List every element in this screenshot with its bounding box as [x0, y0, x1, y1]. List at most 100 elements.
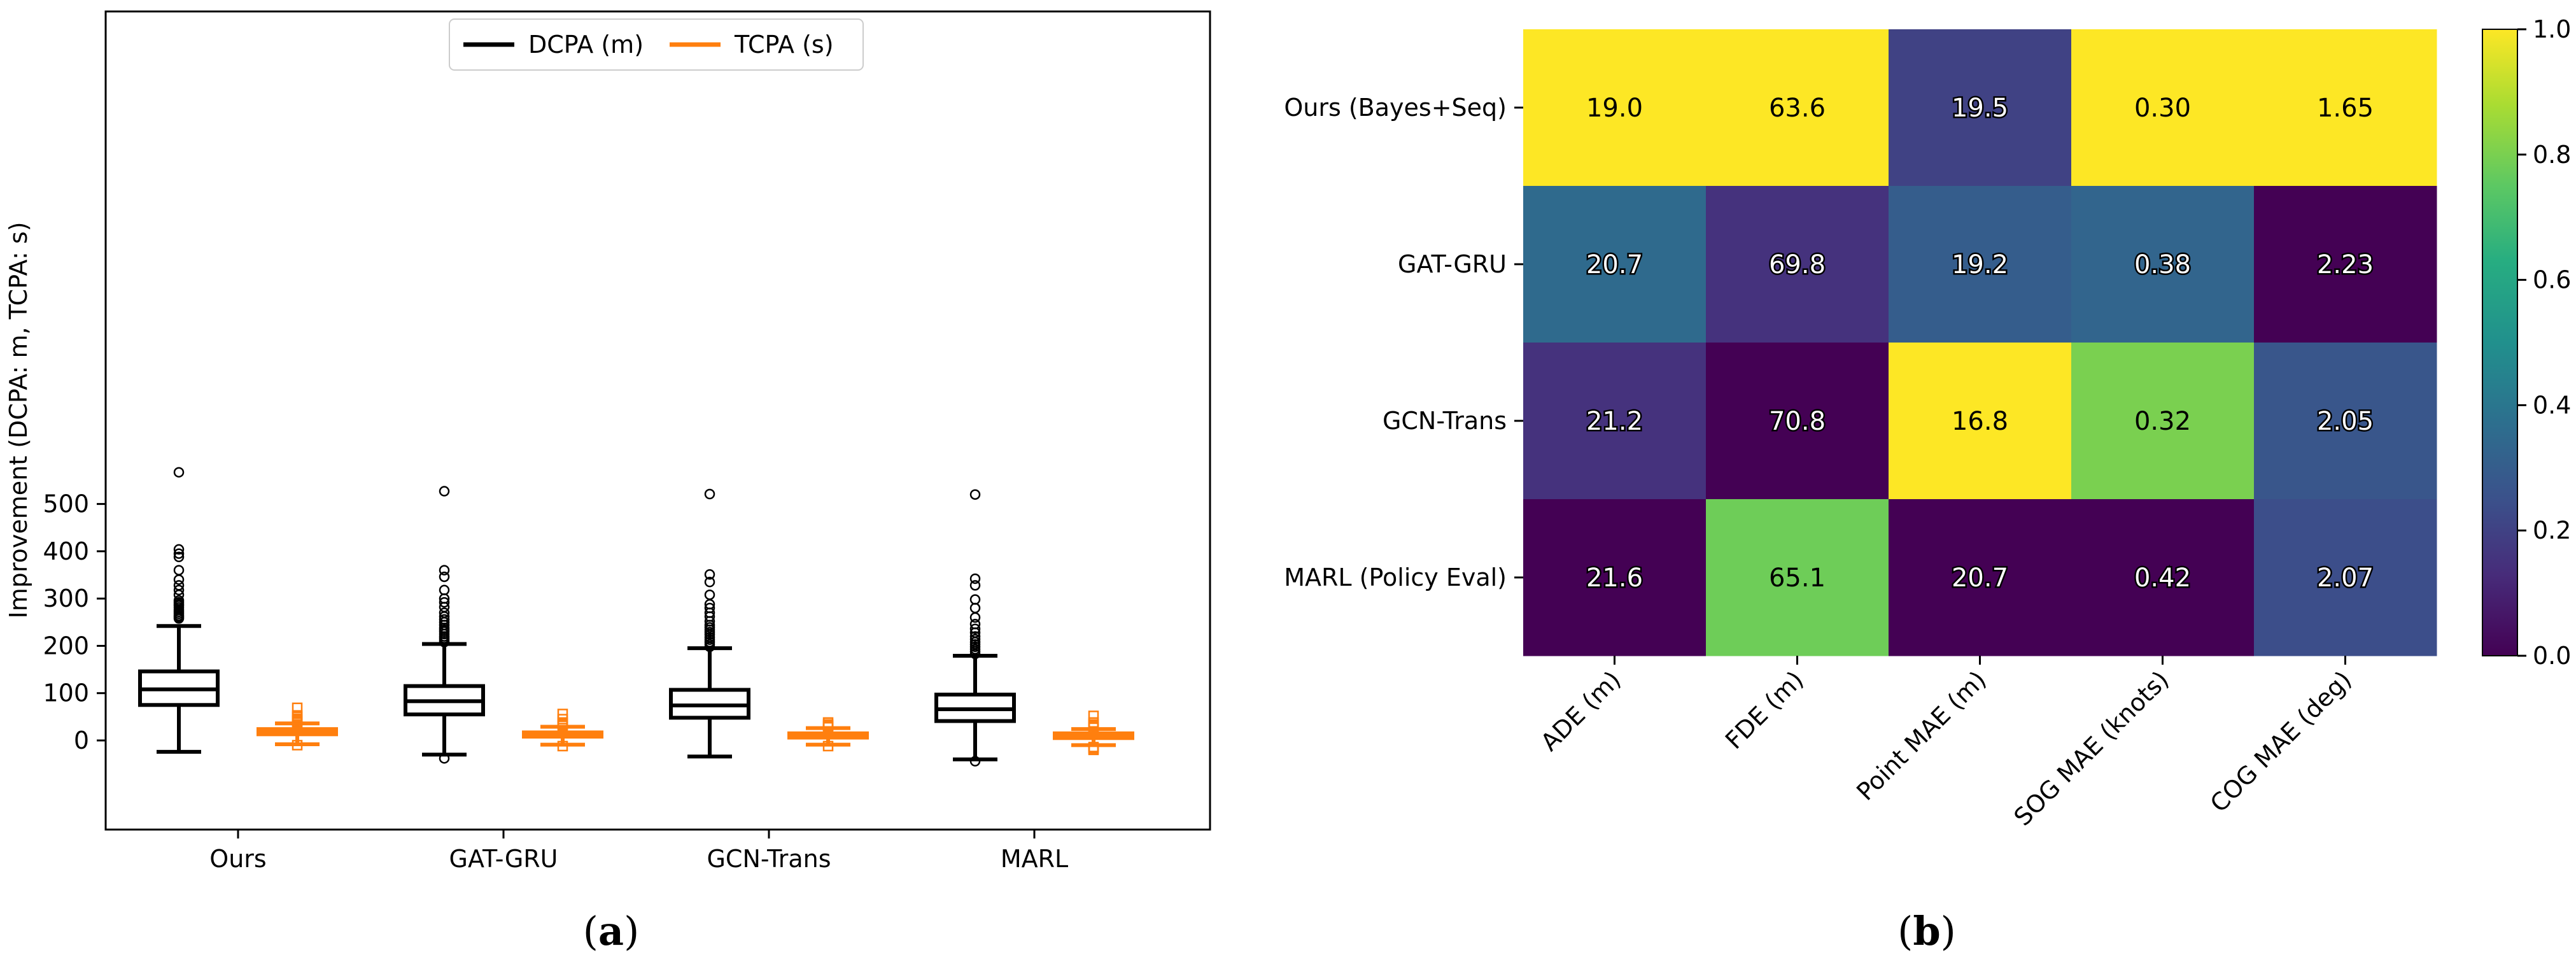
y-tick-label: 0 — [74, 726, 89, 754]
legend-frame — [449, 18, 864, 71]
outlier-point — [439, 597, 450, 608]
outlier-point — [292, 702, 303, 713]
outlier-point — [173, 548, 185, 559]
heatmap-cell — [2254, 499, 2437, 656]
cell-value-label: 0.42 — [2134, 563, 2191, 593]
boxplot-boxes — [138, 467, 1134, 767]
boxplot-x-ticks: Ours GAT-GRU GCN-Trans MARL — [209, 830, 1068, 873]
outlier-point — [969, 573, 981, 584]
outlier-point — [173, 584, 185, 596]
box-marl-dcpa — [934, 489, 1016, 767]
colorbar-tick-label: 0.8 — [2533, 141, 2571, 169]
outlier-point — [1088, 744, 1099, 756]
column-label: COG MAE (deg) — [2205, 665, 2357, 817]
outlier-point — [969, 619, 981, 630]
outlier-point — [969, 489, 981, 500]
outlier-point — [557, 740, 568, 752]
heatmap-cell — [1523, 29, 1707, 187]
colorbar-frame — [2482, 29, 2518, 656]
heatmap-cell — [2071, 499, 2255, 656]
y-tick-label: 500 — [43, 490, 89, 518]
outlier-point — [704, 632, 715, 643]
heatmap-cell — [1889, 29, 2072, 187]
outlier-point — [173, 565, 185, 576]
outlier-point — [969, 623, 981, 634]
colorbar-tick-label: 0.2 — [2533, 516, 2571, 544]
y-tick-label: 200 — [43, 632, 89, 660]
outlier-point — [173, 595, 185, 606]
boxplot-y-axis-label: Improvement (DCPA: m, TCPA: s) — [4, 222, 32, 618]
panel-caption-b: (b) — [1897, 908, 1956, 954]
boxplot-panel: 0 100 200 300 400 500 Ours GAT-GRU GCN-Trans MAR… — [4, 10, 1211, 954]
boxplot-y-ticks: 0 100 200 300 400 500 — [43, 490, 106, 754]
outlier-point — [292, 710, 303, 721]
outlier-point — [173, 544, 185, 555]
heatmap-column-labels: ADE (m) FDE (m) Point MAE (m) SOG MAE (knot… — [1535, 656, 2357, 831]
y-tick-label: 100 — [43, 679, 89, 707]
cell-value-label: 2.23 — [2317, 250, 2374, 279]
y-tick-label: 300 — [43, 584, 89, 612]
column-label: FDE (m) — [1720, 665, 1809, 754]
outlier-point — [704, 576, 715, 588]
box-gcn-trans-tcpa — [787, 717, 869, 752]
cell-value-label: 0.30 — [2134, 94, 2191, 123]
heatmap-cell — [1523, 343, 1707, 500]
outlier-point — [173, 551, 185, 563]
column-label: Point MAE (m) — [1851, 665, 1992, 806]
outlier-point — [439, 753, 450, 764]
legend-label-tcpa: TCPA (s) — [734, 31, 834, 59]
colorbar-tick-label: 1.0 — [2533, 15, 2571, 43]
heatmap-cell — [1706, 343, 1889, 500]
outlier-point — [969, 602, 981, 614]
cell-value-label: 21.2 — [1586, 407, 1643, 436]
outlier-point — [704, 589, 715, 600]
cell-value-label: 1.65 — [2317, 94, 2374, 123]
colorbar-tick-label: 0.6 — [2533, 266, 2571, 294]
outlier-point — [439, 486, 450, 497]
cell-value-label: 19.5 — [1952, 94, 2008, 123]
heatmap-cell — [2071, 29, 2255, 187]
outlier-point — [439, 607, 450, 618]
outlier-point — [173, 467, 185, 478]
cell-value-label: 0.32 — [2134, 407, 2191, 436]
outlier-point — [173, 574, 185, 585]
outlier-point — [822, 740, 834, 752]
outlier-point — [969, 756, 981, 767]
box-ours-dcpa — [138, 467, 220, 754]
outlier-point — [969, 633, 981, 645]
outlier-point — [704, 602, 715, 614]
heatmap-cell — [1706, 186, 1889, 343]
cell-value-label: 69.8 — [1769, 250, 1826, 279]
box-ours-tcpa — [257, 702, 338, 751]
outlier-point — [822, 717, 834, 728]
x-tick-label-gcn-trans: GCN-Trans — [707, 845, 831, 873]
outlier-point — [969, 631, 981, 642]
outlier-point — [439, 614, 450, 625]
cell-value-label: 19.2 — [1952, 250, 2008, 279]
heatmap-cell — [1706, 499, 1889, 656]
outlier-point — [969, 612, 981, 623]
outlier-point — [1088, 717, 1099, 728]
column-label: SOG MAE (knots) — [2009, 665, 2174, 831]
outlier-point — [173, 580, 185, 591]
heatmap-cell — [2254, 29, 2437, 187]
heatmap-cell — [1889, 499, 2072, 656]
x-tick-label-gat-gru: GAT-GRU — [449, 845, 558, 873]
heatmap-cell — [1889, 343, 2072, 500]
cell-value-label: 70.8 — [1769, 407, 1826, 436]
cell-value-label: 21.6 — [1586, 563, 1643, 593]
boxplot-axes-frame — [104, 10, 1211, 831]
cell-value-label: 2.07 — [2317, 563, 2374, 593]
colorbar-fill — [2482, 29, 2517, 656]
outlier-point — [292, 740, 303, 751]
heatmap-row-labels: Ours (Bayes+Seq) GAT-GRU GCN-Trans MARL (Po… — [1284, 94, 1523, 591]
cell-value-label: 16.8 — [1952, 407, 2008, 436]
cell-value-label: 65.1 — [1769, 563, 1826, 593]
legend-label-dcpa: DCPA (m) — [528, 31, 644, 59]
cell-value-label: 19.0 — [1586, 94, 1643, 123]
box-gat-gru-dcpa — [404, 486, 485, 764]
cell-value-label: 63.6 — [1769, 94, 1826, 123]
legend: DCPA (m) TCPA (s) — [449, 18, 864, 71]
row-label: MARL (Policy Eval) — [1284, 563, 1507, 591]
